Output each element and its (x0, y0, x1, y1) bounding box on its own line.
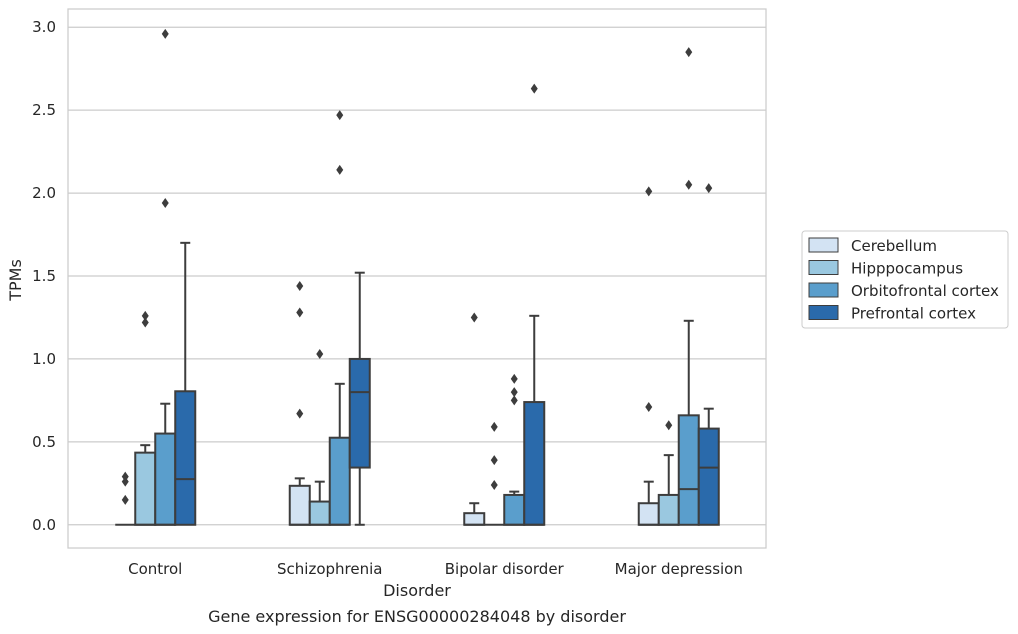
box-3-4 (523, 83, 546, 526)
box-2-4 (348, 271, 371, 526)
outlier-point (645, 186, 653, 197)
outlier-point (336, 164, 344, 175)
box-body (697, 427, 720, 526)
y-tick-label: 3.0 (32, 18, 56, 36)
legend: Cerebellum Hipppocampus Orbitofrontal cort… (801, 230, 1009, 329)
outlier-point (490, 455, 498, 466)
outlier-point (470, 312, 478, 323)
box-1-4 (174, 241, 197, 526)
outlier-point (665, 420, 673, 431)
x-tick-label: Schizophrenia (277, 560, 382, 578)
legend-swatch (808, 305, 839, 320)
box-body (308, 500, 331, 526)
outlier-point (161, 198, 169, 209)
y-tick-label: 2.5 (32, 101, 56, 119)
box-body (348, 357, 371, 469)
box-4-3 (677, 47, 700, 526)
outlier-point (490, 479, 498, 490)
chart-caption: Gene expression for ENSG00000284048 by d… (208, 607, 626, 626)
outlier-point (510, 387, 518, 398)
legend-label: Orbitofrontal cortex (851, 282, 999, 300)
box-body (677, 414, 700, 526)
outlier-point (510, 395, 518, 406)
x-tick-label: Major depression (615, 560, 743, 578)
y-tick-label: 0.5 (32, 433, 56, 451)
outlier-point (685, 47, 693, 58)
box-body (328, 436, 351, 526)
outlier-point (530, 83, 538, 94)
outlier-point (296, 307, 304, 318)
outlier-point (121, 494, 129, 505)
box-2-3 (328, 110, 351, 526)
x-tick-label: Bipolar disorder (445, 560, 565, 578)
outlier-point (161, 28, 169, 39)
box-4-2 (657, 420, 680, 526)
box-3-2 (484, 421, 505, 526)
box-body (523, 401, 546, 526)
legend-swatch (808, 237, 839, 253)
legend-label: Prefrontal cortex (851, 305, 976, 323)
outlier-point (296, 408, 304, 419)
legend-swatch (808, 282, 839, 298)
legend-frame (801, 230, 1009, 329)
box-body (503, 493, 526, 526)
box-4-1 (637, 186, 660, 526)
outlier-point (316, 348, 324, 359)
box-1-2 (134, 310, 157, 526)
box-body (154, 432, 177, 526)
box-2-2 (308, 348, 331, 526)
box-1-3 (154, 28, 177, 526)
legend-label: Cerebellum (851, 237, 937, 255)
y-axis-label: TPMs (6, 259, 25, 302)
box-3-1 (463, 312, 486, 526)
box-marks (115, 28, 720, 526)
x-tick-label: Control (128, 560, 182, 578)
y-tick-label: 2.0 (32, 184, 56, 202)
outlier-point (121, 471, 129, 482)
box-2-1 (288, 280, 311, 526)
outlier-point (490, 421, 498, 432)
box-body (174, 390, 197, 526)
outlier-point (141, 317, 149, 328)
outlier-point (296, 280, 304, 291)
legend-label: Hipppocampus (851, 260, 963, 278)
y-axis-ticks: 0.0 0.5 1.0 1.5 2.0 2.5 3.0 (32, 18, 56, 534)
outlier-point (705, 183, 713, 194)
box-4-4 (697, 183, 720, 526)
box-body (463, 512, 486, 526)
box-body (288, 484, 311, 526)
x-axis-label: Disorder (383, 581, 451, 600)
y-tick-label: 1.5 (32, 267, 56, 285)
box-body (657, 493, 680, 526)
plot-area-frame (67, 8, 767, 549)
y-tick-label: 0.0 (32, 516, 56, 534)
outlier-point (685, 179, 693, 190)
box-1-1 (115, 471, 136, 526)
box-body (637, 502, 660, 526)
box-3-3 (503, 373, 526, 526)
outlier-point (141, 310, 149, 321)
y-tick-label: 1.0 (32, 350, 56, 368)
outlier-point (336, 110, 344, 121)
legend-swatch (808, 260, 839, 275)
outlier-point (510, 373, 518, 384)
box-body (134, 451, 157, 526)
outlier-point (645, 402, 653, 413)
x-axis-ticks: Control Schizophrenia Bipolar disorder Majo… (128, 560, 743, 578)
